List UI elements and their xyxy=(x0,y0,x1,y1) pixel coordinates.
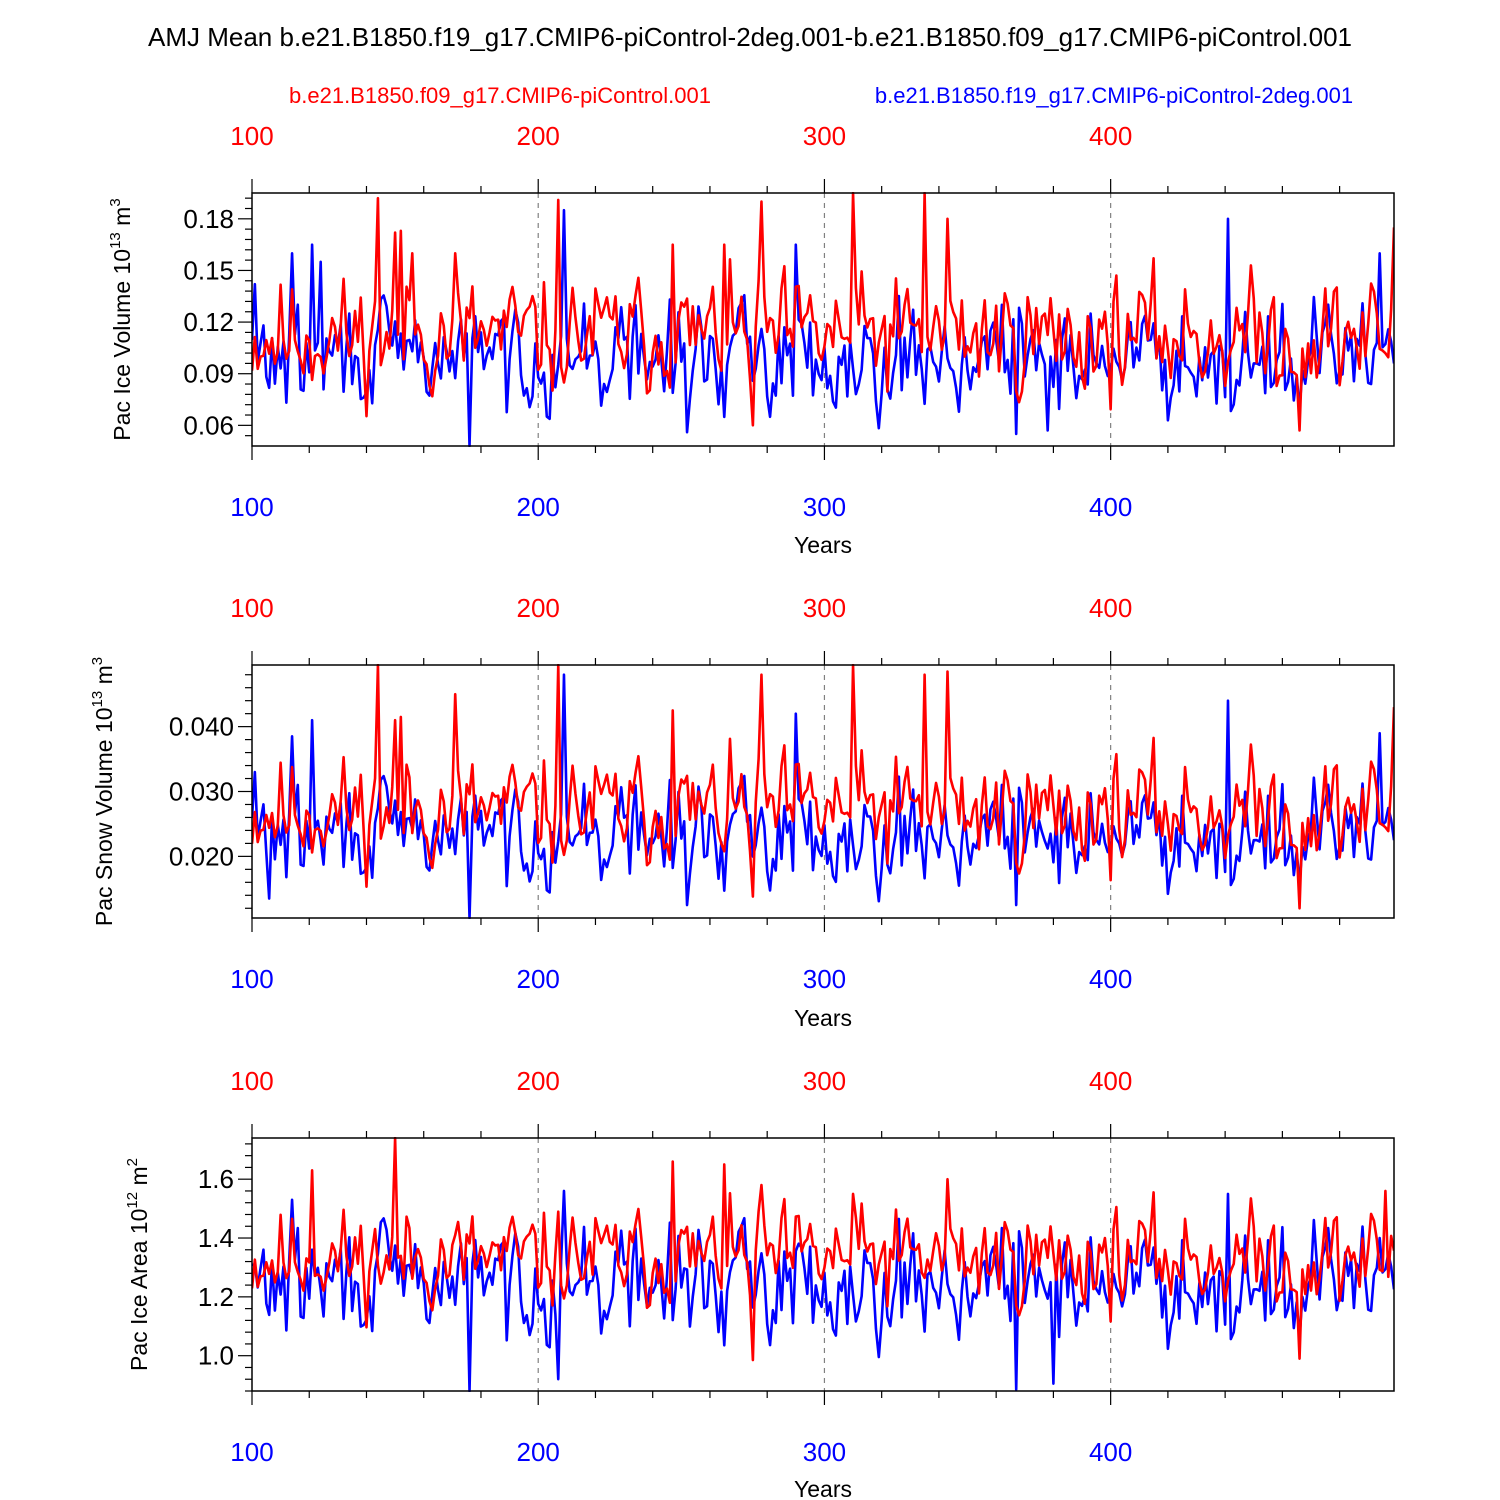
figure-title: AMJ Mean b.e21.B1850.f19_g17.CMIP6-piCon… xyxy=(148,22,1352,52)
xtick-label-bottom: 200 xyxy=(517,492,560,522)
ytick-label: 0.18 xyxy=(183,204,234,234)
ytick-label: 0.06 xyxy=(183,410,234,440)
y-axis-label-exponent: 12 xyxy=(124,1192,141,1209)
series-line-blue xyxy=(252,208,1394,447)
plot-frame xyxy=(251,192,1395,447)
y-axis-label-text: Pac Ice Volume 10 xyxy=(109,249,135,441)
y-axis-label: Pac Ice Volume 1013 m3 xyxy=(107,198,135,440)
y-axis-label-unit-exponent: 3 xyxy=(107,198,124,206)
xtick-label-top: 100 xyxy=(230,121,273,151)
y-axis-label-unit-exponent: 3 xyxy=(89,657,106,665)
panel-2: 0.020 0.030 0.040 100 100 200 200 300 300 400 400 Y… xyxy=(89,593,1395,1031)
ytick-label: 0.15 xyxy=(183,255,234,285)
xtick-label-bottom: 100 xyxy=(230,492,273,522)
xtick-label-bottom: 200 xyxy=(517,964,560,994)
ytick-label: 0.09 xyxy=(183,359,234,389)
xtick-label-top: 300 xyxy=(803,121,846,151)
xtick-label-bottom: 400 xyxy=(1089,964,1132,994)
y-axis-label: Pac Snow Volume 1013 m3 xyxy=(89,657,117,926)
y-axis-label-text: Pac Snow Volume 10 xyxy=(91,707,117,926)
y-axis-label-unit: m xyxy=(109,207,135,233)
xtick-label-bottom: 300 xyxy=(803,492,846,522)
legend-blue-case: b.e21.B1850.f19_g17.CMIP6-piControl-2deg… xyxy=(875,83,1353,108)
panel-1: 0.06 0.09 0.12 0.15 0.18 100 100 200 200 300 300 40… xyxy=(107,121,1395,558)
xtick-label-top: 400 xyxy=(1089,593,1132,623)
x-axis-label: Years xyxy=(794,1005,852,1031)
xtick-label-top: 100 xyxy=(230,593,273,623)
ytick-label: 1.4 xyxy=(198,1223,234,1253)
y-axis-label-unit-exponent: 2 xyxy=(124,1158,141,1166)
x-axis-label: Years xyxy=(794,532,852,558)
plot-frame xyxy=(251,664,1395,919)
xtick-label-top: 200 xyxy=(517,121,560,151)
xtick-label-bottom: 300 xyxy=(803,964,846,994)
panel-3: 1.0 1.2 1.4 1.6 100 100 200 200 300 300 400 400 Year… xyxy=(124,1066,1395,1500)
xtick-label-bottom: 300 xyxy=(803,1437,846,1467)
xtick-label-bottom: 200 xyxy=(517,1437,560,1467)
xtick-label-bottom: 400 xyxy=(1089,1437,1132,1467)
ytick-label: 0.12 xyxy=(183,307,234,337)
xtick-label-top: 300 xyxy=(803,593,846,623)
series-line-red xyxy=(252,192,1394,432)
series-line-red xyxy=(252,664,1394,910)
ytick-label: 0.020 xyxy=(169,841,234,871)
y-axis-label-exponent: 13 xyxy=(89,691,106,708)
xtick-label-top: 300 xyxy=(803,1066,846,1096)
legend-red-case: b.e21.B1850.f09_g17.CMIP6-piControl.001 xyxy=(289,83,711,108)
xtick-label-top: 200 xyxy=(517,593,560,623)
series-line-blue xyxy=(252,673,1394,919)
series-line-blue xyxy=(252,1189,1394,1392)
y-axis-label: Pac Ice Area 1012 m2 xyxy=(124,1158,152,1371)
y-axis-label-text: Pac Ice Area 10 xyxy=(126,1209,152,1371)
y-axis-label-unit: m xyxy=(126,1166,152,1192)
ytick-label: 0.040 xyxy=(169,712,234,742)
xtick-label-bottom: 100 xyxy=(230,1437,273,1467)
ytick-label: 0.030 xyxy=(169,777,234,807)
ytick-label: 1.6 xyxy=(198,1164,234,1194)
xtick-label-top: 400 xyxy=(1089,1066,1132,1096)
series-line-red xyxy=(252,1137,1394,1362)
xtick-label-top: 200 xyxy=(517,1066,560,1096)
ytick-label: 1.0 xyxy=(198,1341,234,1371)
y-axis-label-exponent: 13 xyxy=(107,232,124,249)
xtick-label-bottom: 100 xyxy=(230,964,273,994)
xtick-label-top: 400 xyxy=(1089,121,1132,151)
y-axis-label-unit: m xyxy=(91,665,117,691)
x-axis-label: Years xyxy=(794,1476,852,1500)
xtick-label-bottom: 400 xyxy=(1089,492,1132,522)
ytick-label: 1.2 xyxy=(198,1282,234,1312)
xtick-label-top: 100 xyxy=(230,1066,273,1096)
plot-frame xyxy=(251,1137,1395,1392)
